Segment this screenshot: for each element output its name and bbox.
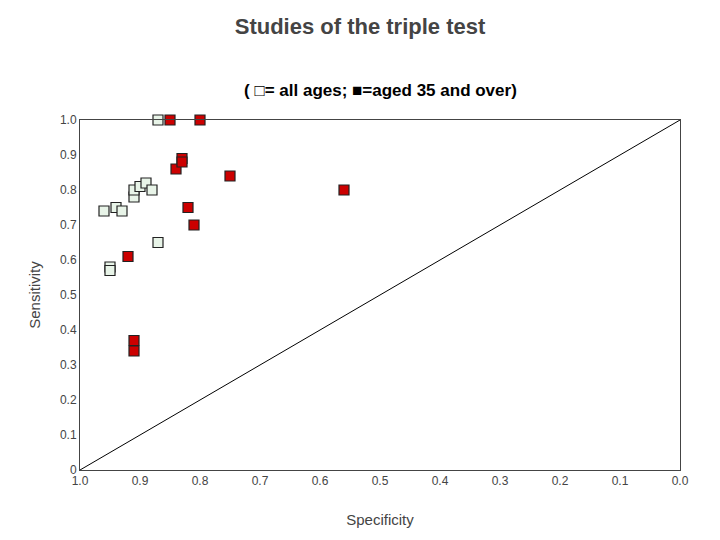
svg-text:Sensitivity: Sensitivity: [26, 261, 43, 329]
svg-text:Specificity: Specificity: [346, 511, 414, 528]
svg-text:0.7: 0.7: [60, 218, 77, 232]
svg-text:0.8: 0.8: [192, 474, 209, 488]
svg-text:0.4: 0.4: [60, 323, 77, 337]
svg-text:0.6: 0.6: [60, 253, 77, 267]
svg-text:0.8: 0.8: [60, 183, 77, 197]
svg-text:0.5: 0.5: [372, 474, 389, 488]
svg-text:( □= all ages; ■=aged 35 and o: ( □= all ages; ■=aged 35 and over): [244, 81, 517, 100]
svg-text:0.0: 0.0: [672, 474, 689, 488]
svg-text:0.3: 0.3: [60, 358, 77, 372]
svg-text:0.2: 0.2: [60, 393, 77, 407]
svg-text:0.9: 0.9: [60, 148, 77, 162]
svg-text:0.9: 0.9: [132, 474, 149, 488]
svg-text:0.1: 0.1: [612, 474, 629, 488]
svg-text:1.0: 1.0: [60, 113, 77, 127]
svg-text:0.3: 0.3: [492, 474, 509, 488]
svg-text:1.0: 1.0: [72, 474, 89, 488]
svg-text:0.2: 0.2: [552, 474, 569, 488]
svg-text:0.5: 0.5: [60, 288, 77, 302]
svg-text:0.7: 0.7: [252, 474, 269, 488]
svg-text:0.1: 0.1: [60, 428, 77, 442]
svg-text:Studies of the triple test: Studies of the triple test: [235, 14, 486, 39]
svg-text:0.6: 0.6: [312, 474, 329, 488]
svg-text:0.4: 0.4: [432, 474, 449, 488]
svg-text:0: 0: [70, 463, 77, 477]
